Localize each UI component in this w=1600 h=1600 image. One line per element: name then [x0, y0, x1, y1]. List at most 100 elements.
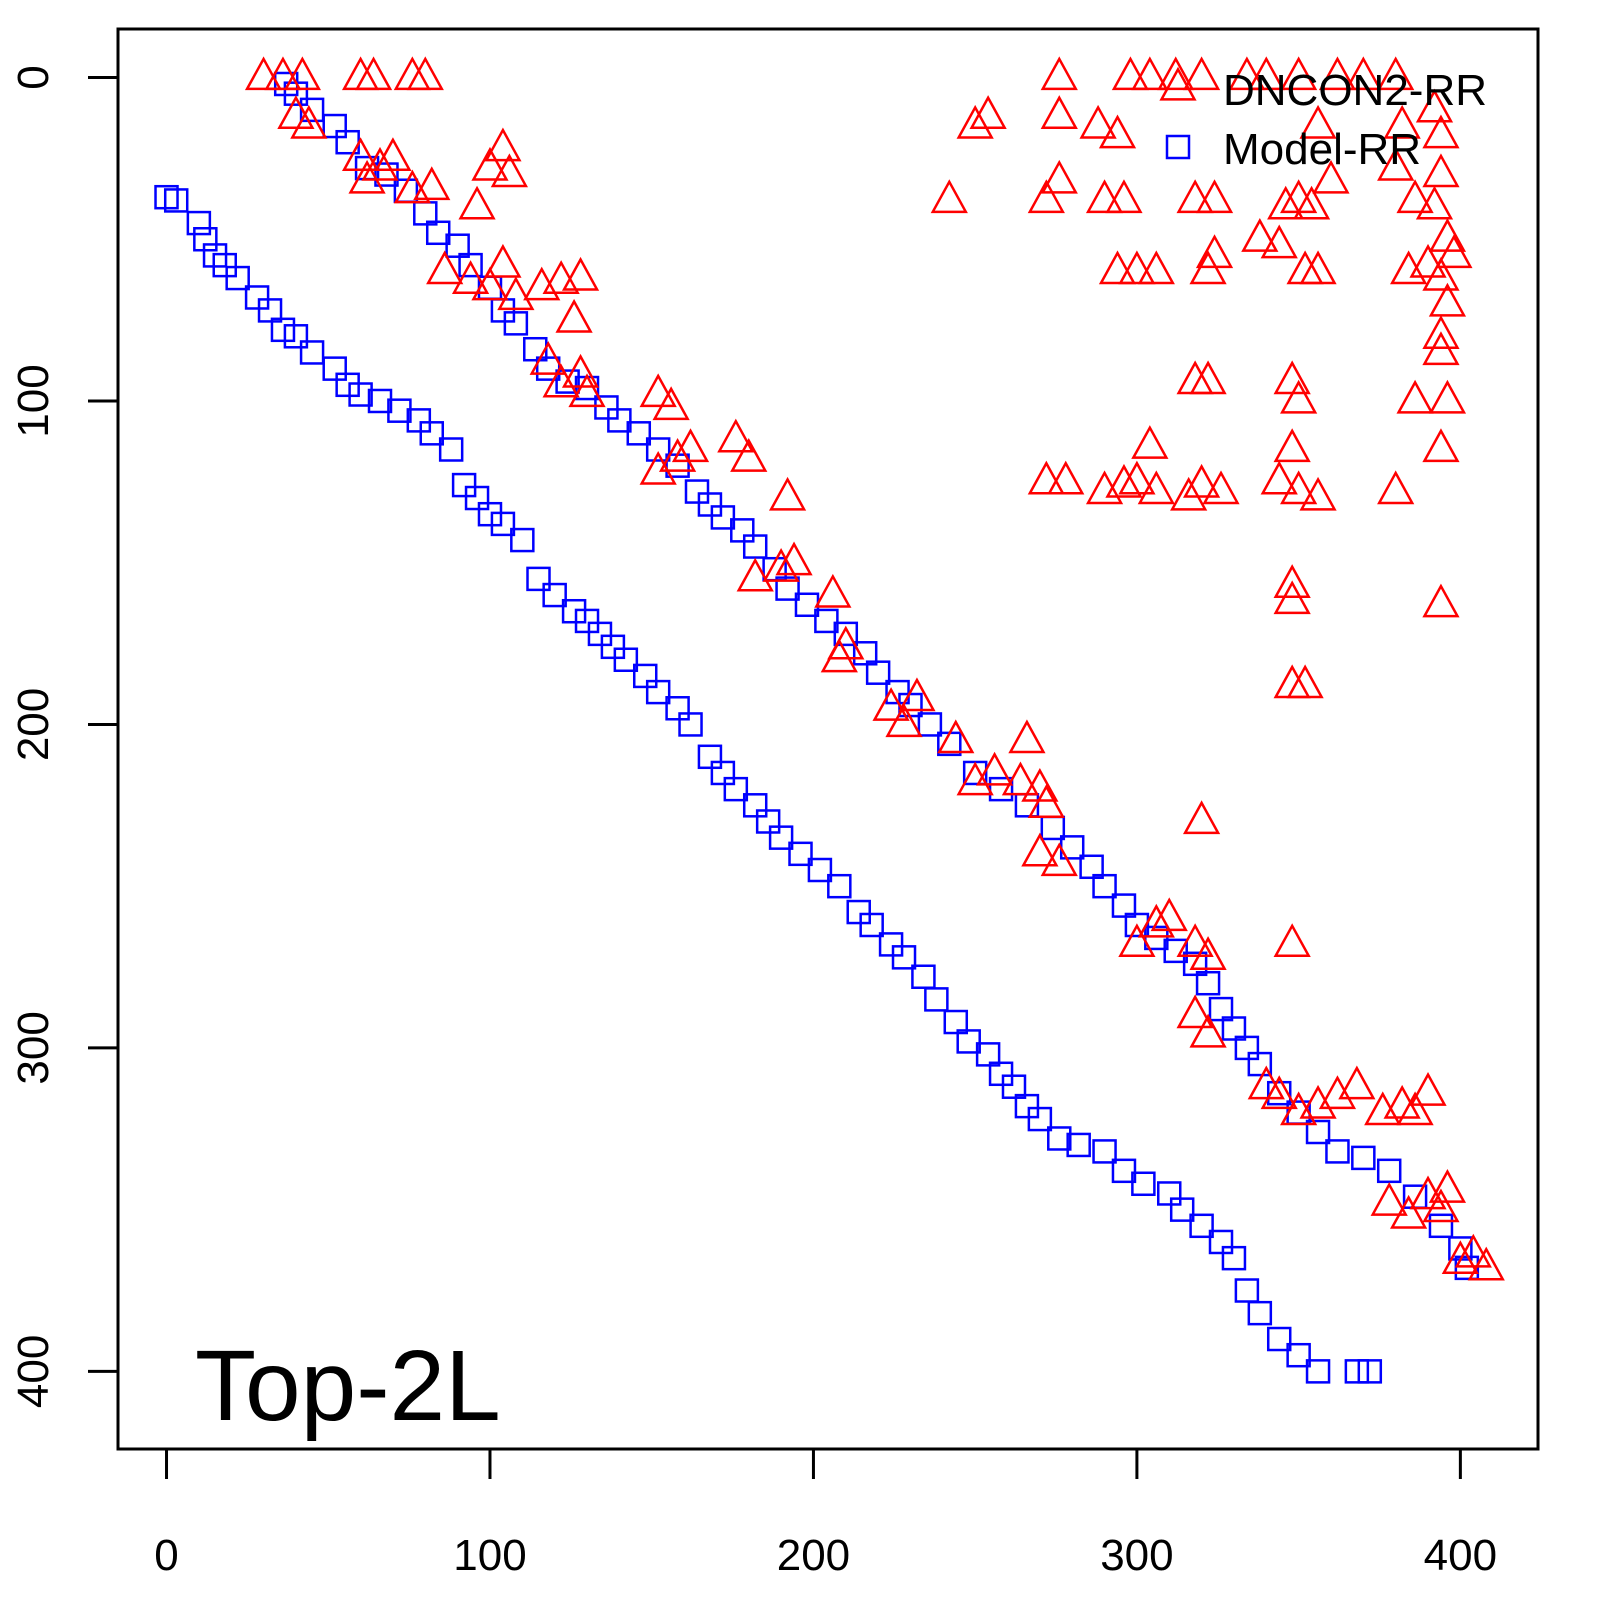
model-rr-point — [561, 598, 587, 624]
model-rr-point — [477, 275, 503, 301]
model-rr-point — [1428, 1213, 1454, 1239]
model-rr-point — [775, 576, 800, 601]
dncon2-rr-point — [1118, 460, 1156, 495]
model-rr-point — [710, 760, 736, 786]
model-rr-point — [1014, 1093, 1040, 1119]
dncon2-rr-point — [1467, 1246, 1505, 1281]
dncon2-rr-point — [451, 260, 490, 294]
dncon2-rr-point — [1273, 580, 1311, 615]
dncon2-rr-point — [374, 137, 412, 172]
model-rr-point — [943, 1009, 969, 1035]
model-rr-point — [299, 97, 325, 123]
model-rr-point — [1208, 1229, 1234, 1255]
model-rr-point — [833, 621, 859, 647]
y-axis: 0 100 200 300 400 — [9, 65, 120, 1408]
dncon2-rr-point — [1338, 1065, 1376, 1100]
dncon2-rr-point — [341, 137, 380, 172]
model-rr-point — [1157, 1181, 1182, 1206]
dncon2-rr-point — [639, 450, 677, 485]
model-rr-point — [1169, 1197, 1195, 1222]
dncon2-rr-point — [471, 266, 509, 301]
dncon2-rr-point — [1260, 1075, 1298, 1110]
dncon2-rr-point — [542, 363, 580, 398]
model-rr-point — [827, 873, 852, 899]
model-rr-point — [322, 113, 347, 139]
dncon2-rr-point — [1299, 476, 1337, 511]
dncon2-rr-point — [827, 625, 865, 660]
dncon2-rr-point — [484, 127, 522, 162]
dncon2-rr-point — [1454, 1233, 1492, 1268]
model-rr-point — [814, 608, 839, 634]
model-rr-point — [645, 437, 671, 462]
model-rr-point — [1357, 1359, 1383, 1384]
model-rr-point — [645, 679, 671, 705]
dncon2-rr-point — [1377, 56, 1415, 91]
model-rr-point — [225, 265, 250, 291]
model-rr-point — [697, 744, 723, 770]
y-tick-label: 100 — [9, 364, 58, 437]
model-rr-point — [1234, 1278, 1260, 1303]
dncon2-rr-point — [1299, 250, 1337, 285]
dncon2-rr-point — [1137, 470, 1175, 505]
dncon2-rr-point — [1318, 56, 1357, 91]
dncon2-rr-point — [1118, 250, 1156, 285]
dncon2-rr-point — [497, 276, 535, 311]
model-rr-point — [1163, 938, 1188, 964]
dncon2-rr-point — [1422, 1188, 1460, 1223]
model-rr-points — [154, 71, 1480, 1384]
dncon2-rr-point — [1422, 331, 1460, 366]
model-rr-point — [807, 857, 833, 883]
legend: DNCON2-RR Model-RR — [1159, 66, 1487, 174]
dncon2-rr-point — [1027, 784, 1065, 818]
y-tick-label: 400 — [9, 1335, 58, 1408]
model-rr-point — [1376, 1158, 1402, 1184]
model-rr-point — [387, 398, 412, 423]
model-rr-point — [846, 899, 871, 925]
dncon2-rr-point — [1137, 250, 1175, 285]
dncon2-rr-point — [775, 541, 813, 576]
dncon2-rr-point — [490, 153, 529, 188]
dncon2-rr-point — [1176, 179, 1214, 214]
model-rr-point — [1092, 1139, 1117, 1164]
dncon2-rr-points — [244, 56, 1505, 1281]
model-rr-point — [299, 340, 325, 365]
model-rr-point — [1208, 996, 1234, 1022]
x-tick-label: 300 — [1100, 1531, 1173, 1580]
dncon2-rr-point — [1085, 470, 1124, 505]
model-rr-point — [1079, 854, 1104, 880]
dncon2-rr-point — [1131, 425, 1169, 459]
model-rr-point — [665, 696, 690, 721]
legend-square-icon — [1165, 134, 1191, 160]
dncon2-rr-point — [1267, 185, 1305, 220]
model-rr-point — [788, 841, 813, 867]
dncon2-rr-point — [1170, 476, 1208, 511]
model-rr-point — [1266, 1080, 1292, 1106]
model-rr-point — [723, 776, 749, 802]
dncon2-rr-point — [1390, 1194, 1428, 1229]
dncon2-rr-point — [1422, 315, 1460, 349]
dncon2-rr-point — [1228, 56, 1266, 91]
dncon2-rr-point — [1137, 903, 1175, 938]
model-rr-point — [600, 634, 626, 660]
model-rr-point — [626, 421, 652, 446]
model-rr-point — [1305, 1359, 1331, 1384]
model-rr-point — [458, 252, 483, 278]
model-rr-point — [1001, 1074, 1027, 1099]
dncon2-rr-point — [1422, 256, 1460, 291]
dncon2-rr-point — [1182, 463, 1221, 498]
dncon2-rr-point — [975, 751, 1014, 786]
dncon2-rr-point — [1195, 234, 1234, 269]
dncon2-rr-point — [1299, 1084, 1337, 1119]
model-rr-point — [348, 382, 373, 407]
model-rr-point — [212, 252, 237, 278]
dncon2-rr-point — [1428, 379, 1467, 414]
dncon2-rr-point — [1422, 428, 1460, 463]
dncon2-rr-point — [671, 428, 710, 463]
model-rr-point — [503, 311, 529, 336]
dncon2-rr-point — [1195, 179, 1234, 214]
model-rr-point — [1351, 1145, 1376, 1171]
model-rr-point — [742, 534, 768, 559]
dncon2-rr-point — [1247, 1065, 1285, 1100]
dncon2-rr-point — [1299, 104, 1337, 139]
dncon2-rr-point — [1318, 1075, 1357, 1110]
